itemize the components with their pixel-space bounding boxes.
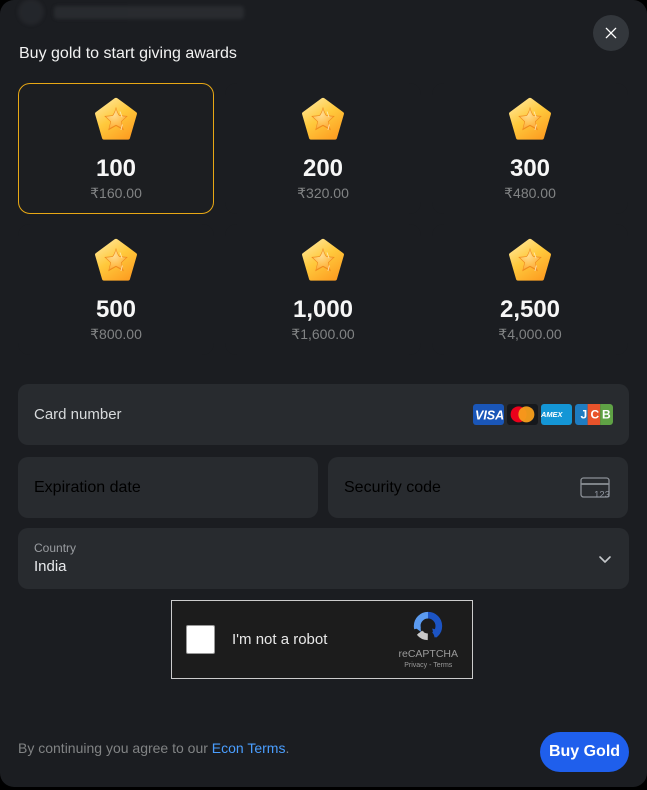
svg-text:VISA: VISA xyxy=(475,408,504,422)
svg-text:AMEX: AMEX xyxy=(541,410,563,419)
svg-text:C: C xyxy=(591,408,600,422)
svg-text:B: B xyxy=(602,408,611,422)
svg-text:123: 123 xyxy=(594,489,610,500)
svg-text:J: J xyxy=(581,408,588,422)
